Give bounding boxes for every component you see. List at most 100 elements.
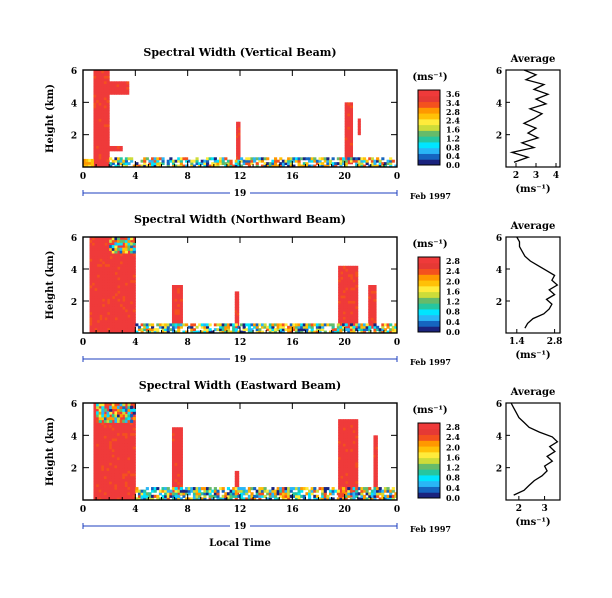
heatmap-cell bbox=[179, 438, 183, 442]
heatmap-cell bbox=[224, 164, 228, 168]
heatmap-cell bbox=[338, 483, 342, 487]
heatmap-cell bbox=[140, 330, 144, 334]
heatmap-cell bbox=[127, 279, 131, 283]
heatmap-cell bbox=[174, 465, 178, 469]
heatmap-cell bbox=[114, 309, 119, 313]
heatmap-cell bbox=[122, 287, 126, 291]
heatmap-cell bbox=[169, 489, 173, 493]
heatmap-cell bbox=[224, 323, 228, 327]
heatmap-cell bbox=[208, 492, 212, 496]
heatmap-cell bbox=[93, 497, 97, 501]
heatmap-cell bbox=[132, 427, 136, 431]
heatmap-cell bbox=[182, 494, 186, 498]
heatmap-cell bbox=[124, 497, 128, 501]
profile-frame bbox=[505, 402, 561, 501]
heatmap-cell bbox=[94, 301, 98, 305]
heatmap-cell bbox=[375, 473, 378, 477]
heatmap-cell bbox=[357, 162, 361, 166]
heatmap-cell bbox=[103, 78, 108, 82]
heatmap-cell bbox=[340, 453, 344, 458]
heatmap-cell bbox=[342, 328, 346, 332]
heatmap-cell bbox=[103, 80, 108, 84]
profile-y-tick-label: 6 bbox=[496, 234, 502, 244]
heatmap-cell bbox=[111, 440, 115, 444]
heatmap-cell bbox=[103, 164, 108, 168]
heatmap-cell bbox=[114, 81, 118, 85]
heatmap-cell bbox=[122, 416, 126, 420]
heatmap-cell bbox=[171, 301, 176, 305]
heatmap-cell bbox=[135, 162, 139, 166]
heatmap-cell bbox=[355, 159, 359, 163]
heatmap-cell bbox=[125, 314, 129, 318]
heatmap-cell bbox=[111, 483, 115, 488]
heatmap-cell bbox=[350, 464, 354, 468]
profile-title: Average bbox=[510, 387, 556, 398]
heatmap-cell bbox=[104, 237, 108, 241]
heatmap-cell bbox=[127, 287, 131, 291]
heatmap-cell bbox=[281, 492, 285, 496]
heatmap-cell bbox=[328, 330, 333, 334]
heatmap-cell bbox=[174, 323, 178, 327]
heatmap-cell bbox=[122, 475, 126, 479]
heatmap-cell bbox=[99, 303, 103, 307]
heatmap-cell bbox=[236, 142, 239, 146]
heatmap-cell bbox=[323, 164, 327, 168]
heatmap-cell bbox=[117, 464, 121, 469]
heatmap-cell bbox=[111, 419, 115, 423]
heatmap-cell bbox=[103, 438, 108, 442]
heatmap-cell bbox=[121, 89, 125, 93]
heatmap-cell bbox=[153, 330, 157, 334]
heatmap-cell bbox=[103, 411, 108, 415]
heatmap-cell bbox=[101, 435, 105, 439]
heatmap-cell bbox=[137, 489, 142, 493]
heatmap-cell bbox=[234, 478, 238, 482]
heatmap-cell bbox=[352, 313, 356, 317]
heatmap-cell bbox=[268, 162, 272, 166]
heatmap-cell bbox=[117, 277, 121, 281]
heatmap-cell bbox=[107, 258, 111, 262]
heatmap-cell bbox=[171, 314, 176, 318]
heatmap-cell bbox=[118, 91, 122, 95]
heatmap-cell bbox=[338, 451, 342, 455]
heatmap-cell bbox=[125, 309, 129, 313]
heatmap-cell bbox=[106, 113, 110, 117]
heatmap-cell bbox=[124, 157, 128, 161]
heatmap-cell bbox=[340, 287, 344, 291]
heatmap-cell bbox=[109, 293, 113, 297]
heatmap-cell bbox=[96, 113, 100, 117]
heatmap-cell bbox=[287, 487, 291, 491]
heatmap-cell bbox=[350, 424, 354, 428]
heatmap-cell bbox=[102, 253, 106, 257]
heatmap-cell bbox=[117, 162, 121, 166]
heatmap-cell bbox=[124, 242, 128, 246]
heatmap-cell bbox=[132, 481, 136, 485]
heatmap-cell bbox=[93, 491, 97, 496]
profile-frame bbox=[505, 69, 561, 168]
heatmap-cell bbox=[253, 323, 257, 327]
heatmap-cell bbox=[114, 443, 118, 447]
heatmap-cell bbox=[345, 319, 349, 323]
heatmap-cell bbox=[318, 325, 322, 329]
heatmap-cell bbox=[177, 487, 181, 491]
heatmap-cell bbox=[174, 467, 178, 472]
heatmap-cell bbox=[114, 157, 118, 161]
heatmap-cell bbox=[338, 321, 342, 325]
heatmap-cell bbox=[292, 494, 296, 498]
heatmap-cell bbox=[92, 253, 96, 257]
heatmap-cell bbox=[132, 419, 136, 423]
heatmap-cell bbox=[109, 89, 113, 93]
heatmap-cell bbox=[305, 492, 309, 496]
heatmap-cell bbox=[370, 157, 374, 161]
heatmap-cell bbox=[94, 293, 98, 297]
heatmap-cell bbox=[130, 456, 134, 461]
heatmap-cell bbox=[338, 289, 342, 293]
heatmap-cell bbox=[294, 497, 299, 501]
heatmap-cell bbox=[355, 313, 359, 317]
heatmap-cell bbox=[232, 489, 236, 493]
heatmap-cell bbox=[103, 150, 108, 155]
heatmap-cell bbox=[378, 162, 382, 166]
heatmap-cell bbox=[174, 457, 178, 461]
heatmap-cell bbox=[345, 276, 349, 280]
heatmap-cell bbox=[93, 475, 97, 479]
heatmap-cell bbox=[179, 314, 183, 318]
